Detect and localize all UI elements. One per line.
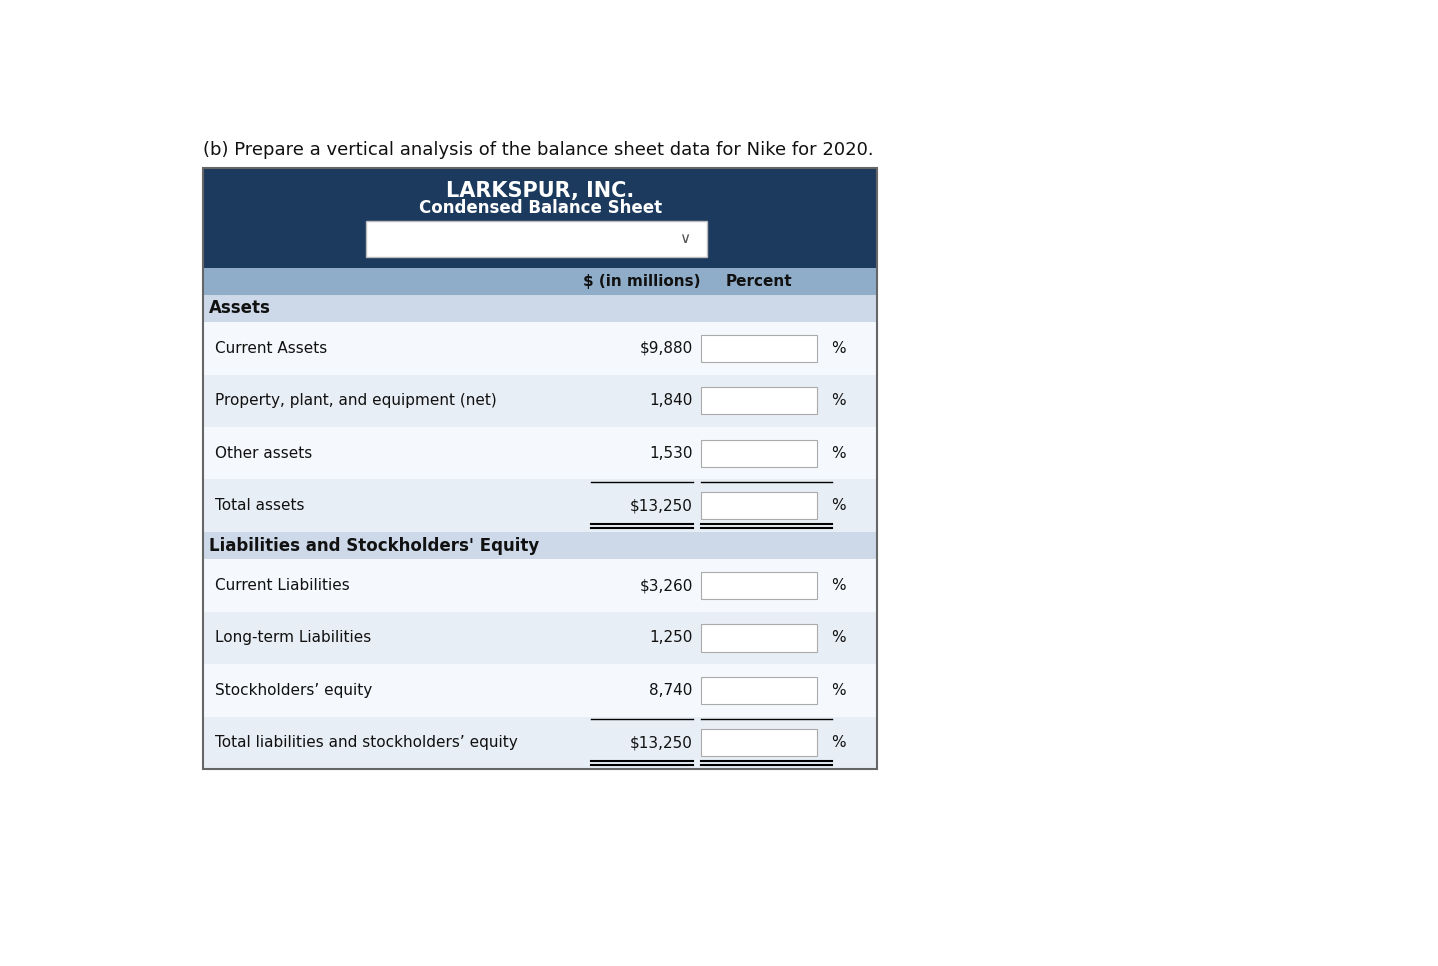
Bar: [365, 220, 706, 257]
Text: $9,880: $9,880: [640, 341, 693, 355]
Text: %: %: [831, 341, 846, 355]
Text: 1,250: 1,250: [650, 631, 693, 645]
Bar: [700, 492, 817, 519]
Bar: [203, 323, 877, 375]
Text: %: %: [831, 735, 846, 751]
Bar: [203, 665, 877, 717]
Text: Liabilities and Stockholders' Equity: Liabilities and Stockholders' Equity: [209, 536, 539, 554]
Bar: [203, 531, 877, 559]
Text: Condensed Balance Sheet: Condensed Balance Sheet: [418, 199, 661, 217]
Text: $ (in millions): $ (in millions): [582, 274, 700, 289]
Bar: [203, 295, 877, 323]
Text: Current Assets: Current Assets: [216, 341, 328, 355]
Text: LARKSPUR, INC.: LARKSPUR, INC.: [446, 182, 634, 201]
Text: Current Liabilities: Current Liabilities: [216, 578, 349, 593]
Text: Other assets: Other assets: [216, 445, 312, 461]
Bar: [203, 611, 877, 665]
Bar: [203, 375, 877, 427]
Bar: [700, 387, 817, 414]
Text: Property, plant, and equipment (net): Property, plant, and equipment (net): [216, 393, 498, 409]
Text: $13,250: $13,250: [630, 735, 693, 751]
Bar: [203, 168, 877, 269]
Text: 1,530: 1,530: [650, 445, 693, 461]
Text: %: %: [831, 393, 846, 409]
Text: Total assets: Total assets: [216, 498, 305, 513]
Bar: [700, 624, 817, 652]
Text: 8,740: 8,740: [650, 683, 693, 697]
Text: $13,250: $13,250: [630, 498, 693, 513]
Text: Percent: Percent: [725, 274, 792, 289]
Bar: [700, 729, 817, 756]
Bar: [203, 479, 877, 531]
Text: %: %: [831, 498, 846, 513]
Text: Long-term Liabilities: Long-term Liabilities: [216, 631, 371, 645]
Bar: [203, 168, 877, 769]
Bar: [203, 427, 877, 479]
Text: ∨: ∨: [680, 231, 690, 246]
Text: Assets: Assets: [209, 299, 272, 318]
Bar: [700, 572, 817, 599]
Text: Total liabilities and stockholders’ equity: Total liabilities and stockholders’ equi…: [216, 735, 518, 751]
Text: %: %: [831, 631, 846, 645]
Bar: [203, 717, 877, 769]
Bar: [700, 335, 817, 362]
Text: %: %: [831, 683, 846, 697]
Text: %: %: [831, 578, 846, 593]
Bar: [700, 677, 817, 704]
Bar: [203, 559, 877, 611]
Bar: [203, 269, 877, 295]
Text: 1,840: 1,840: [650, 393, 693, 409]
Text: (b) Prepare a vertical analysis of the balance sheet data for Nike for 2020.: (b) Prepare a vertical analysis of the b…: [203, 141, 874, 158]
Text: $3,260: $3,260: [640, 578, 693, 593]
Text: %: %: [831, 445, 846, 461]
Text: Stockholders’ equity: Stockholders’ equity: [216, 683, 372, 697]
Bar: [700, 440, 817, 467]
